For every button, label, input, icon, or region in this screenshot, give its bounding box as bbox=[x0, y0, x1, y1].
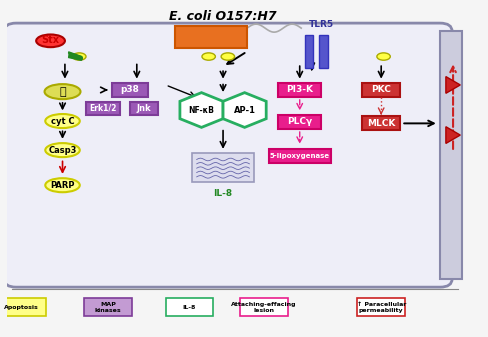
Bar bbox=[240, 298, 288, 316]
Bar bbox=[362, 83, 400, 97]
Bar bbox=[165, 298, 213, 316]
Text: NF-κB: NF-κB bbox=[188, 105, 214, 115]
Bar bbox=[112, 83, 147, 97]
Text: Jnk: Jnk bbox=[137, 104, 151, 113]
Bar bbox=[278, 83, 321, 97]
Ellipse shape bbox=[45, 178, 80, 192]
Ellipse shape bbox=[45, 114, 80, 128]
Text: Attaching-effacing
lesion: Attaching-effacing lesion bbox=[231, 302, 297, 313]
Text: PLCγ: PLCγ bbox=[287, 117, 312, 126]
Ellipse shape bbox=[73, 53, 86, 60]
Polygon shape bbox=[180, 93, 223, 127]
Text: AP-1: AP-1 bbox=[234, 105, 256, 115]
Bar bbox=[0, 298, 46, 316]
Text: cyt C: cyt C bbox=[51, 117, 74, 126]
Bar bbox=[86, 102, 120, 115]
Bar bbox=[357, 298, 405, 316]
Text: MLCK: MLCK bbox=[367, 119, 395, 128]
Bar bbox=[278, 115, 321, 129]
Text: MAP
kinases: MAP kinases bbox=[95, 302, 122, 313]
Text: Erk1/2: Erk1/2 bbox=[90, 104, 117, 113]
Polygon shape bbox=[446, 127, 460, 144]
Ellipse shape bbox=[221, 53, 235, 60]
Bar bbox=[319, 35, 327, 68]
Text: Stx: Stx bbox=[41, 35, 60, 45]
Bar bbox=[175, 27, 247, 48]
Bar bbox=[192, 153, 254, 182]
Polygon shape bbox=[446, 76, 460, 93]
Bar bbox=[268, 149, 331, 163]
Ellipse shape bbox=[36, 34, 65, 47]
Text: IL-8: IL-8 bbox=[183, 305, 196, 310]
Text: PARP: PARP bbox=[50, 181, 75, 190]
Text: E. coli O157:H7: E. coli O157:H7 bbox=[169, 10, 277, 23]
Bar bbox=[305, 35, 313, 68]
Ellipse shape bbox=[44, 84, 81, 99]
Text: PKC: PKC bbox=[371, 86, 391, 94]
Text: IL-8: IL-8 bbox=[213, 189, 233, 198]
Polygon shape bbox=[223, 93, 266, 127]
Text: ↑ Paracellular
permeability: ↑ Paracellular permeability bbox=[357, 302, 406, 313]
Bar bbox=[440, 31, 462, 279]
Text: PI3-K: PI3-K bbox=[286, 86, 313, 94]
Bar bbox=[130, 102, 159, 115]
Ellipse shape bbox=[377, 53, 390, 60]
Text: 🔬: 🔬 bbox=[59, 87, 66, 97]
Text: Casp3: Casp3 bbox=[48, 146, 77, 155]
Ellipse shape bbox=[202, 53, 215, 60]
Text: p38: p38 bbox=[120, 86, 139, 94]
Text: TLR5: TLR5 bbox=[309, 20, 334, 29]
Bar bbox=[362, 116, 400, 130]
Bar bbox=[84, 298, 132, 316]
Ellipse shape bbox=[45, 143, 80, 157]
Text: 5-lipoxygenase: 5-lipoxygenase bbox=[270, 153, 330, 159]
FancyBboxPatch shape bbox=[4, 23, 452, 287]
Text: Apoptosis: Apoptosis bbox=[4, 305, 39, 310]
